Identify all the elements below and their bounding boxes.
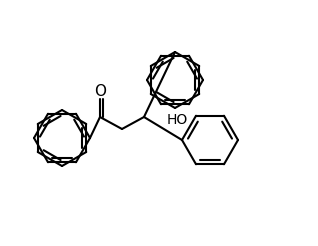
- Text: O: O: [94, 84, 106, 99]
- Text: HO: HO: [167, 113, 188, 127]
